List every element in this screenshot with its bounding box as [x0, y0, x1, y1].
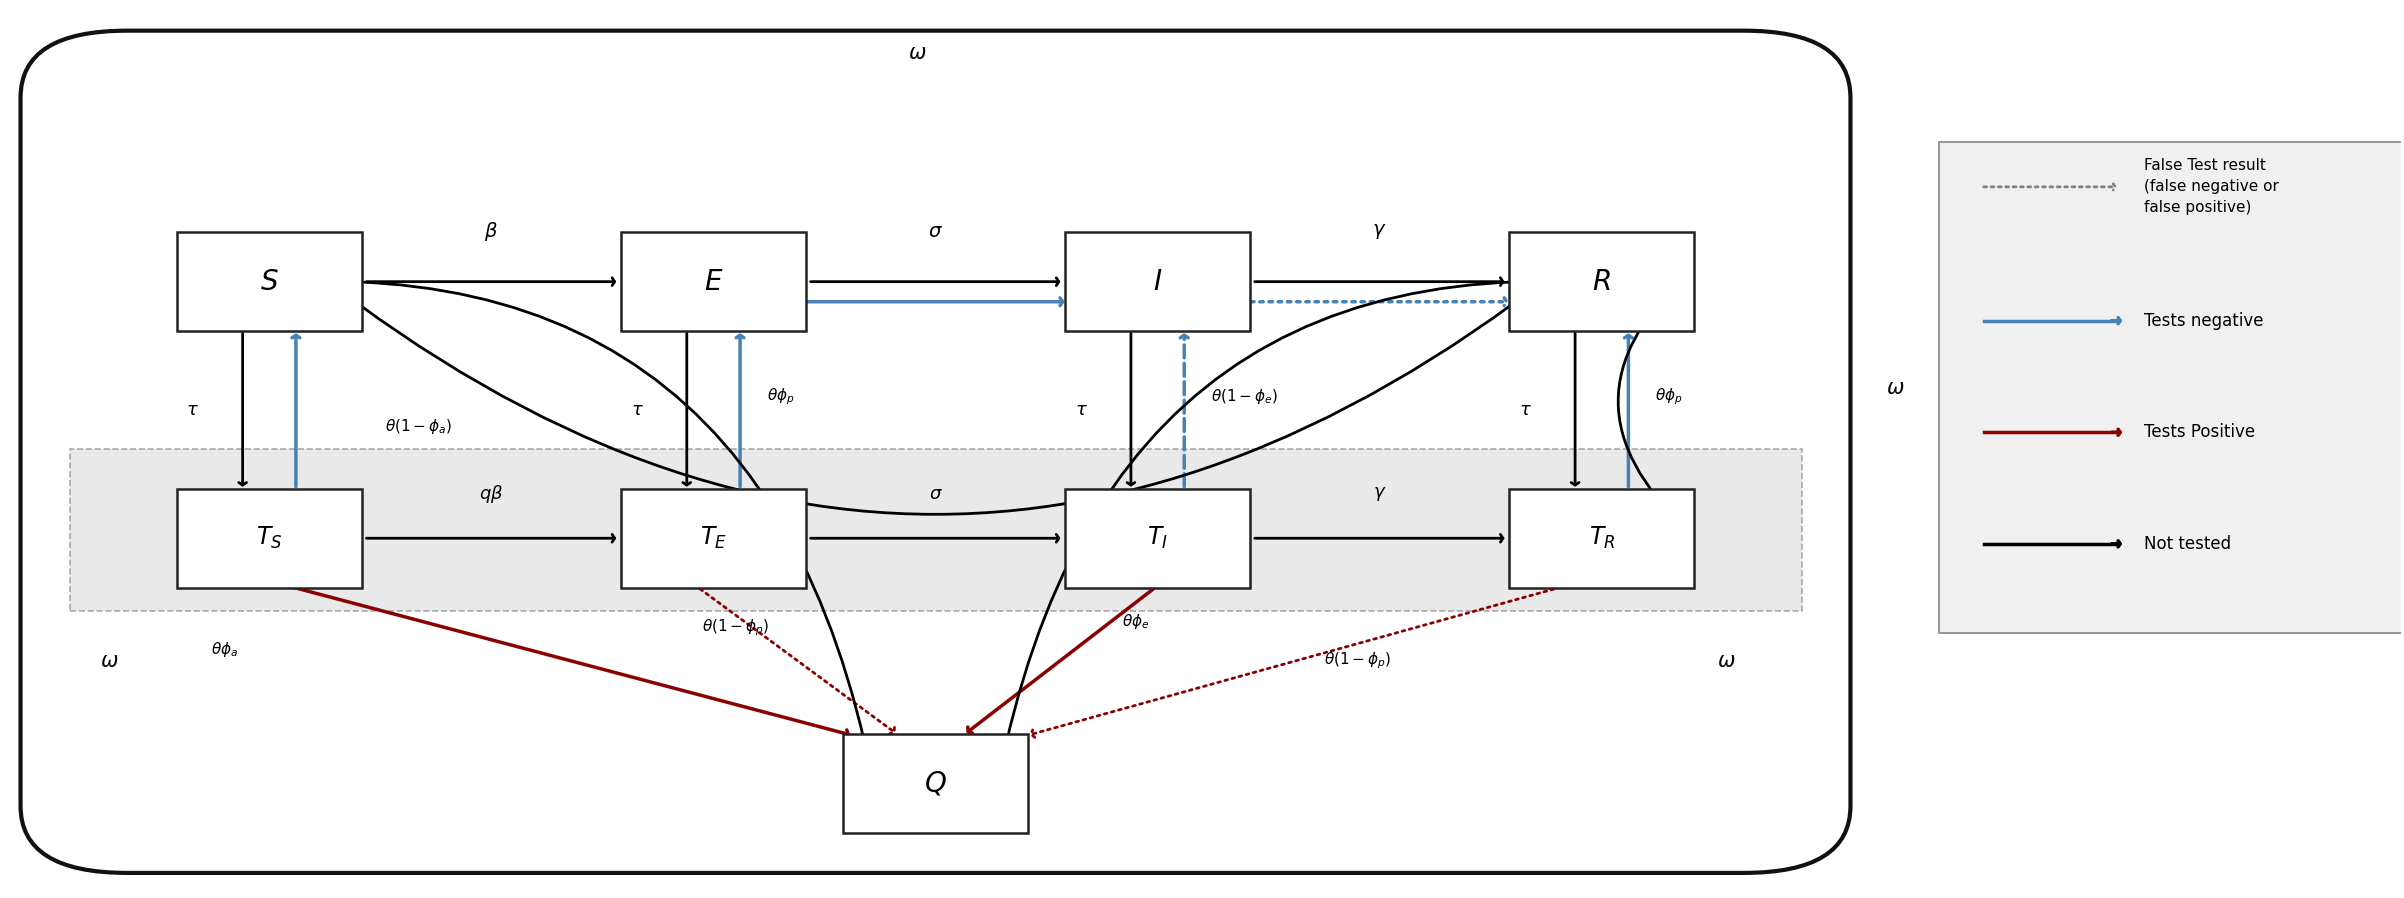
Text: $\sigma$: $\sigma$: [928, 485, 942, 503]
FancyBboxPatch shape: [178, 489, 361, 588]
Text: $\theta(1-\phi_a)$: $\theta(1-\phi_a)$: [385, 418, 452, 436]
Text: $\theta(1-\phi_p)$: $\theta(1-\phi_p)$: [702, 617, 769, 638]
Text: $\sigma$: $\sigma$: [928, 222, 942, 241]
Text: $\theta(1-\phi_p)$: $\theta(1-\phi_p)$: [1325, 651, 1392, 672]
Text: $I$: $I$: [1154, 268, 1161, 295]
Text: $\tau$: $\tau$: [188, 401, 200, 419]
Text: $\omega$: $\omega$: [909, 43, 928, 63]
FancyBboxPatch shape: [620, 232, 805, 331]
FancyBboxPatch shape: [1510, 232, 1695, 331]
Text: Tests negative: Tests negative: [2144, 312, 2262, 330]
Text: $\theta(1-\phi_e)$: $\theta(1-\phi_e)$: [1212, 387, 1279, 406]
Text: $T_I$: $T_I$: [1147, 525, 1168, 551]
Text: $\gamma$: $\gamma$: [1373, 222, 1387, 241]
Text: $Q$: $Q$: [923, 770, 947, 797]
Text: $\omega$: $\omega$: [101, 651, 118, 671]
Text: Not tested: Not tested: [2144, 535, 2231, 553]
Text: $T_E$: $T_E$: [700, 525, 726, 551]
Text: $\theta\phi_a$: $\theta\phi_a$: [212, 640, 238, 659]
FancyBboxPatch shape: [620, 489, 805, 588]
Text: $\beta$: $\beta$: [486, 220, 498, 243]
FancyBboxPatch shape: [1065, 232, 1250, 331]
Text: $S$: $S$: [260, 268, 279, 295]
Text: $\theta\phi_p$: $\theta\phi_p$: [767, 386, 793, 407]
Text: $\tau$: $\tau$: [630, 401, 644, 419]
FancyBboxPatch shape: [178, 232, 361, 331]
Text: $\tau$: $\tau$: [1519, 401, 1531, 419]
FancyBboxPatch shape: [1940, 142, 2404, 633]
FancyBboxPatch shape: [1510, 489, 1695, 588]
Text: $T_S$: $T_S$: [257, 525, 281, 551]
Text: $q\beta$: $q\beta$: [478, 482, 502, 505]
FancyBboxPatch shape: [70, 449, 1803, 611]
Text: $E$: $E$: [704, 268, 724, 295]
FancyBboxPatch shape: [1065, 489, 1250, 588]
Text: $R$: $R$: [1591, 268, 1611, 295]
Text: False Test result
(false negative or
false positive): False Test result (false negative or fal…: [2144, 158, 2279, 216]
Text: $\theta\phi_p$: $\theta\phi_p$: [1654, 386, 1683, 407]
Text: Tests Positive: Tests Positive: [2144, 423, 2255, 441]
FancyBboxPatch shape: [844, 734, 1029, 833]
Text: $\theta\phi_e$: $\theta\phi_e$: [1123, 612, 1149, 631]
Text: $\tau$: $\tau$: [1075, 401, 1087, 419]
Text: $\omega$: $\omega$: [1885, 378, 1904, 398]
Text: $T_R$: $T_R$: [1589, 525, 1615, 551]
Text: $\omega$: $\omega$: [1716, 651, 1736, 671]
Text: $\gamma$: $\gamma$: [1373, 485, 1387, 503]
